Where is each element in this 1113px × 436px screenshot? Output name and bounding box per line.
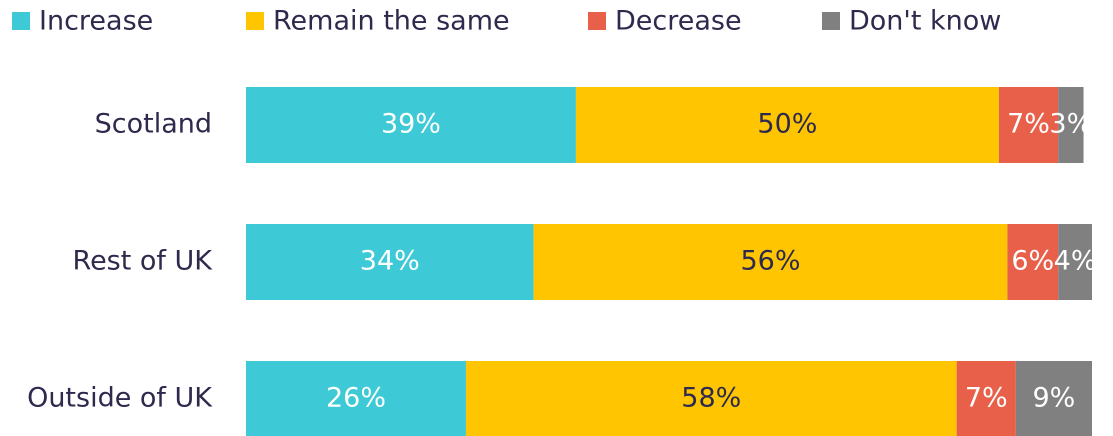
bar-segment (246, 361, 466, 436)
value-label: 7% (1007, 109, 1050, 140)
legend-swatch (588, 12, 606, 30)
bar-segment (246, 224, 534, 300)
bar-segment (246, 87, 576, 163)
legend-swatch (822, 12, 840, 30)
legend-label: Increase (39, 6, 153, 37)
value-label: 3% (1049, 109, 1092, 140)
legend-label: Remain the same (273, 6, 510, 37)
bar-segment (956, 361, 1016, 436)
value-label: 26% (326, 383, 386, 414)
legend-label: Decrease (615, 6, 742, 37)
legend-label: Don't know (849, 6, 1001, 37)
value-label: 9% (1033, 383, 1076, 414)
value-label: 58% (681, 383, 741, 414)
category-label: Scotland (95, 109, 212, 140)
bar-segment (998, 87, 1059, 163)
legend-swatch (246, 12, 264, 30)
value-label: 6% (1011, 246, 1054, 277)
value-label: 50% (757, 109, 817, 140)
category-label: Rest of UK (73, 246, 214, 277)
bar-segment (1058, 224, 1092, 300)
value-label: 4% (1054, 246, 1097, 277)
bar-segment (465, 361, 957, 436)
bar-segment (1015, 361, 1092, 436)
value-label: 34% (360, 246, 420, 277)
bar-segment (1058, 87, 1084, 163)
bar-segment (1007, 224, 1059, 300)
legend-swatch (12, 12, 30, 30)
value-label: 39% (381, 109, 441, 140)
value-label: 56% (741, 246, 801, 277)
value-label: 7% (965, 383, 1008, 414)
bar-segment (533, 224, 1008, 300)
category-label: Outside of UK (27, 383, 213, 414)
bar-segment (575, 87, 999, 163)
